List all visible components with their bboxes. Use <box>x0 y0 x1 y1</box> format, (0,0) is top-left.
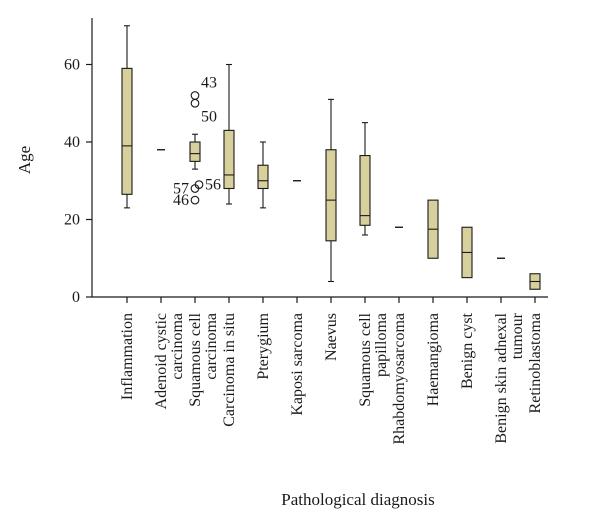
outlier-point <box>190 98 200 108</box>
x-tick-label: Benign skin adnexaltumour <box>493 312 526 443</box>
x-tick-label-line: Benign cyst <box>459 312 476 389</box>
x-tick-label: Squamous cellcarcinoma <box>187 312 220 406</box>
y-tick-label: 20 <box>64 212 80 229</box>
x-tick-label-line: Inflammation <box>119 313 136 400</box>
x-tick-label-line: Rhabdomyosarcoma <box>391 313 408 445</box>
boxes <box>121 25 541 290</box>
iqr-box <box>359 155 371 226</box>
x-tick-label-line: Benign skin adnexal <box>493 312 510 443</box>
x-tick-label-line: Pterygium <box>255 312 272 379</box>
x-tick-label: Haemangioma <box>425 313 442 406</box>
iqr-box <box>189 141 201 162</box>
outlier-label: 56 <box>205 177 221 194</box>
iqr-box <box>325 149 337 242</box>
x-tick-label-line: Retinoblastoma <box>527 313 544 413</box>
x-tick-label: Carcinoma in situ <box>221 313 238 427</box>
x-tick-label-line: Kaposi sarcoma <box>289 313 306 416</box>
outlier-label: 46 <box>173 192 189 209</box>
y-axis-label: Age <box>15 146 34 174</box>
outlier-label: 57 <box>173 181 189 198</box>
y-tick-label: 60 <box>64 57 80 74</box>
x-tick-label-line: Adenoid cystic <box>153 313 170 409</box>
x-tick-label-line: Squamous cell <box>357 312 374 406</box>
x-tick-label: Kaposi sarcoma <box>289 313 306 416</box>
x-tick-label: Adenoid cysticcarcinoma <box>153 313 186 409</box>
x-tick-label: Retinoblastoma <box>527 313 544 413</box>
x-tick-label-line: tumour <box>509 312 526 359</box>
x-tick-label: Naevus <box>323 313 340 361</box>
y-tick-label: 40 <box>64 134 80 151</box>
x-tick-label-line: carcinoma <box>169 313 186 380</box>
x-tick-label: Squamous cellpapilloma <box>357 312 390 406</box>
x-tick-label: Pterygium <box>255 312 272 379</box>
x-tick-label: Rhabdomyosarcoma <box>391 313 408 445</box>
x-tick-label-line: Haemangioma <box>425 313 442 406</box>
x-ticks: Inflammation Adenoid cysticcarcinoma Squam… <box>119 297 544 445</box>
outlier-point <box>194 180 204 189</box>
x-tick-label-line: carcinoma <box>203 313 220 380</box>
y-tick-label: 0 <box>72 289 80 306</box>
axes <box>91 18 548 298</box>
outlier-label: 50 <box>201 108 217 125</box>
iqr-box <box>257 164 269 190</box>
iqr-box <box>121 67 133 195</box>
outlier-label: 43 <box>201 75 217 92</box>
y-ticks: 0 20 40 60 <box>64 57 92 306</box>
x-tick-label-line: Squamous cell <box>187 312 204 406</box>
x-tick-label: Inflammation <box>119 313 136 400</box>
x-tick-label: Benign cyst <box>459 312 476 389</box>
x-tick-label-line: Naevus <box>323 313 340 361</box>
x-tick-label-line: papilloma <box>373 313 390 377</box>
iqr-box <box>223 129 235 190</box>
x-axis-label: Pathological diagnosis <box>281 490 434 509</box>
x-tick-label-line: Carcinoma in situ <box>221 313 238 427</box>
outlier-point <box>190 91 200 100</box>
outlier-point <box>190 195 200 205</box>
